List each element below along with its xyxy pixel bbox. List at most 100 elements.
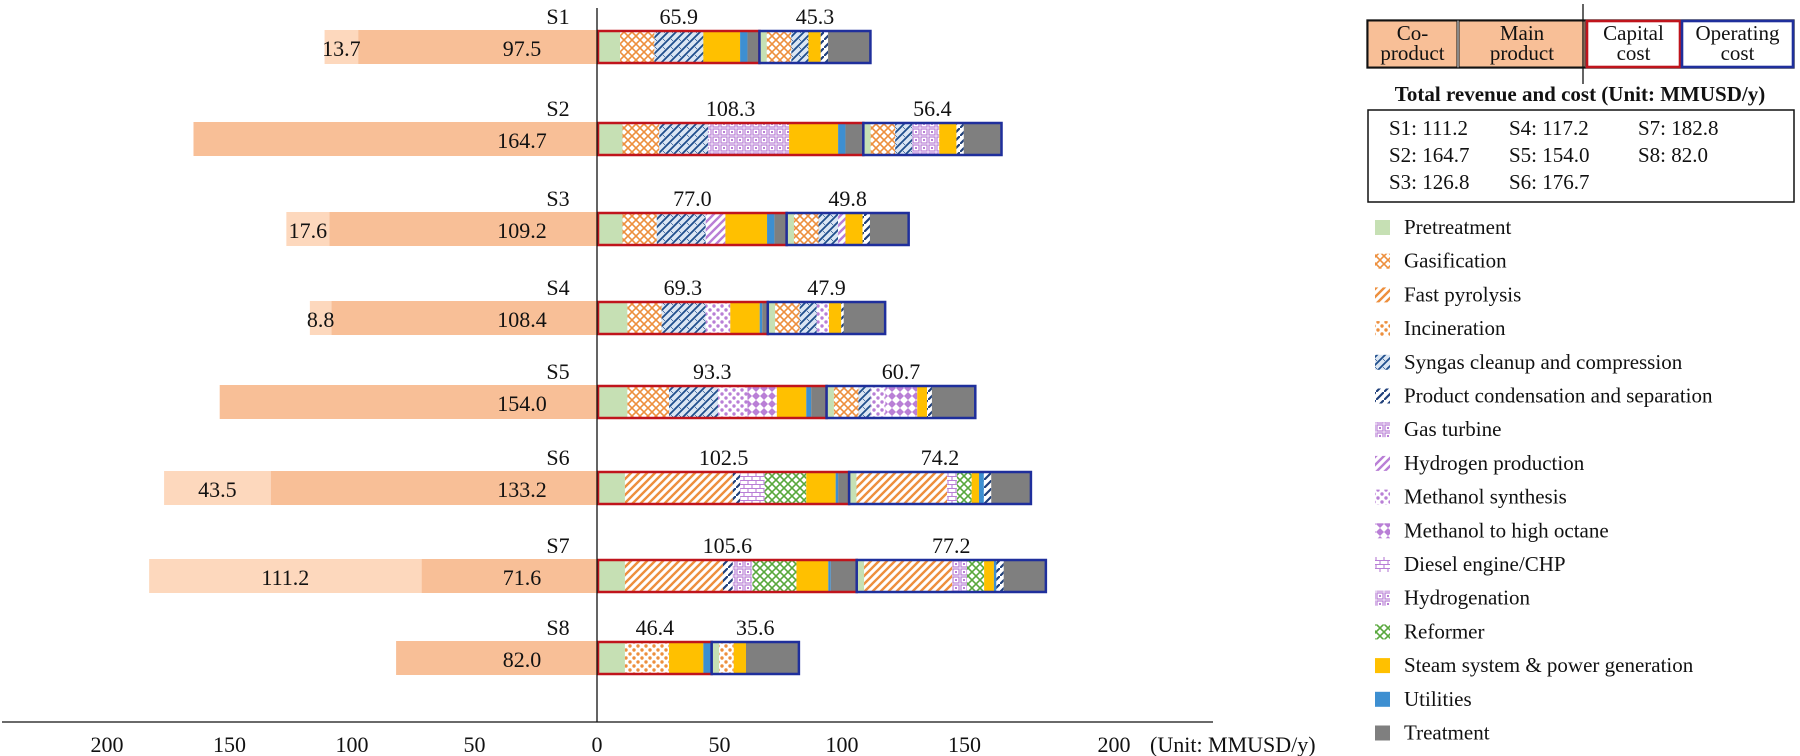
- operating-segment-incineration: [719, 643, 734, 673]
- operating-segment-fast-pyrolysis: [864, 561, 953, 591]
- operating-cost-value: 77.2: [932, 533, 971, 558]
- capital-cost-value: 108.3: [706, 96, 756, 121]
- operating-segment-product-condensation-and-separation: [956, 124, 964, 154]
- capital-segment-pretreatment: [598, 124, 623, 154]
- total-value: S7: 182.8: [1638, 116, 1719, 140]
- capital-cost-value: 65.9: [659, 4, 698, 29]
- capital-segment-hydrogenation: [732, 561, 753, 591]
- legend-swatch: [1375, 455, 1390, 471]
- main-product-value: 108.4: [497, 307, 547, 332]
- operating-segment-reformer: [966, 561, 985, 591]
- main-product-value: 154.0: [497, 391, 547, 416]
- capital-segment-pretreatment: [598, 473, 625, 503]
- capital-segment-product-condensation-and-separation: [722, 561, 733, 591]
- operating-segment-gas-turbine: [912, 124, 940, 154]
- capital-segment-utilities: [828, 561, 831, 591]
- operating-segment-pretreatment: [856, 561, 865, 591]
- legend-label: Hydrogenation: [1404, 586, 1530, 610]
- capital-segment-incineration: [624, 643, 670, 673]
- legend-label: Fast pyrolysis: [1404, 282, 1521, 306]
- operating-segment-pretreatment: [711, 643, 720, 673]
- legend-swatch: [1375, 523, 1390, 539]
- legend-swatch: [1375, 725, 1390, 741]
- operating-segment-steam-system-power-generation: [808, 32, 821, 62]
- legend-label: Treatment: [1404, 721, 1490, 745]
- legend-swatch: [1375, 354, 1390, 370]
- co-product-bar: [324, 30, 359, 64]
- operating-segment-product-condensation-and-separation: [820, 32, 829, 62]
- scenario-s3: [286, 211, 910, 247]
- capital-segment-gasification: [622, 214, 657, 244]
- scenario-label: S7: [546, 533, 569, 558]
- operating-segment-treatment: [931, 387, 976, 417]
- legend-swatch: [1375, 624, 1390, 640]
- legend-item-diesel-engine-chp: Diesel engine/CHP: [1375, 552, 1566, 576]
- legend-co-product: Co-product: [1367, 20, 1458, 68]
- legend-label: Hydrogen production: [1404, 451, 1585, 475]
- legend-item-fast-pyrolysis: Fast pyrolysis: [1375, 282, 1521, 306]
- operating-segment-steam-system-power-generation: [845, 214, 863, 244]
- capital-segment-utilities: [835, 473, 839, 503]
- capital-segment-treatment: [774, 214, 787, 244]
- x-unit-label: (Unit: MMUSD/y): [1150, 732, 1316, 756]
- x-tick-label: 200: [1098, 732, 1131, 756]
- legend-main-product-label: product: [1490, 41, 1554, 65]
- x-tick-label: 100: [826, 732, 859, 756]
- operating-cost-value: 74.2: [921, 445, 960, 470]
- legend-label: Methanol synthesis: [1404, 485, 1567, 509]
- capital-segment-steam-system-power-generation: [796, 561, 829, 591]
- main-product-bar: [193, 122, 598, 156]
- x-tick-label: 150: [948, 732, 981, 756]
- operating-cost-bar: [825, 384, 977, 420]
- legend-co-product-swatch: [1367, 20, 1458, 68]
- legend-label: Pretreatment: [1404, 215, 1511, 239]
- capital-segment-gasification: [627, 303, 662, 333]
- main-product-bar: [421, 559, 597, 593]
- legend-layer: Co-productMainproductCapitalcostOperatin…: [1366, 4, 1795, 745]
- capital-segment-treatment: [811, 387, 827, 417]
- operating-cost-value: 35.6: [736, 615, 775, 640]
- legend-label: Gasification: [1404, 249, 1507, 273]
- main-product-value: 97.5: [503, 36, 542, 61]
- operating-segment-treatment: [869, 214, 909, 244]
- capital-segment-methanol-synthesis: [705, 303, 731, 333]
- x-tick-label: 150: [213, 732, 246, 756]
- total-value: S4: 117.2: [1509, 116, 1589, 140]
- capital-segment-treatment: [747, 32, 760, 62]
- capital-segment-steam-system-power-generation: [669, 643, 704, 673]
- capital-segment-diesel-engine-chp: [740, 473, 765, 503]
- operating-segment-hydrogenation: [952, 561, 967, 591]
- legend-main-product-label: Main: [1500, 21, 1545, 45]
- operating-segment-product-condensation-and-separation: [862, 214, 870, 244]
- scenario-label: S4: [546, 275, 569, 300]
- capital-segment-treatment: [838, 473, 850, 503]
- x-tick-label: 100: [336, 732, 369, 756]
- operating-cost-value: 47.9: [807, 275, 846, 300]
- capital-segment-pretreatment: [598, 214, 623, 244]
- operating-segment-pretreatment: [863, 124, 871, 154]
- scenario-s2: [193, 121, 1003, 157]
- legend-item-methanol-synthesis: Methanol synthesis: [1375, 485, 1567, 509]
- operating-segment-gasification: [766, 32, 792, 62]
- capital-segment-treatment: [845, 124, 864, 154]
- scenario-label: S1: [546, 4, 569, 29]
- main-product-value: 71.6: [503, 565, 542, 590]
- capital-segment-syngas-cleanup-and-compression: [654, 32, 704, 62]
- scenario-label: S5: [546, 359, 569, 384]
- operating-segment-syngas-cleanup-and-compression: [895, 124, 913, 154]
- operating-cost-bar: [758, 29, 872, 65]
- legend-item-pretreatment: Pretreatment: [1375, 215, 1511, 239]
- main-product-value: 164.7: [497, 128, 547, 153]
- axes-layer: [2, 8, 1213, 723]
- legend-capital-cost-label: cost: [1617, 41, 1651, 65]
- legend-swatch: [1375, 253, 1390, 269]
- operating-segment-steam-system-power-generation: [984, 561, 994, 591]
- legend-operating-cost-label: cost: [1721, 41, 1755, 65]
- legend-item-gasification: Gasification: [1375, 249, 1507, 273]
- capital-segment-utilities: [838, 124, 846, 154]
- capital-cost-value: 77.0: [673, 186, 712, 211]
- capital-segment-treatment: [762, 303, 768, 333]
- operating-segment-treatment: [828, 32, 871, 62]
- capital-segment-methanol-to-high-octane: [747, 387, 777, 417]
